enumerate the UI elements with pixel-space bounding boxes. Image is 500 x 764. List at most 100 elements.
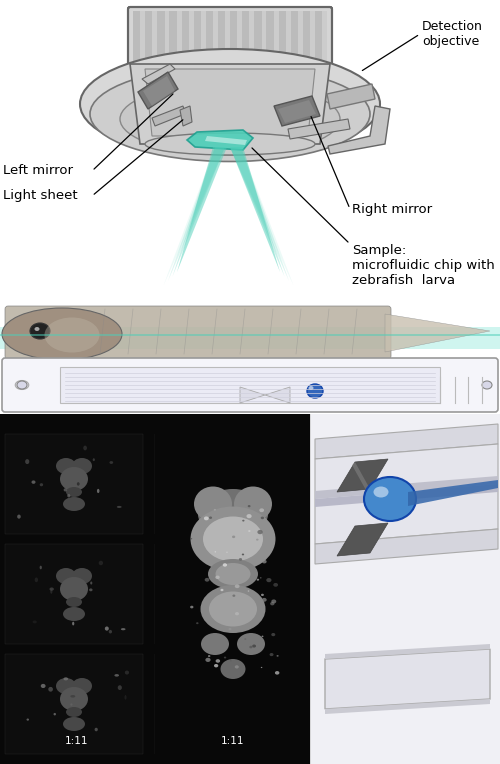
Ellipse shape — [50, 588, 54, 591]
Ellipse shape — [108, 630, 112, 633]
Ellipse shape — [213, 497, 235, 511]
Ellipse shape — [237, 633, 265, 655]
Bar — [155, 544, 293, 644]
Text: 1:11: 1:11 — [65, 736, 89, 746]
Ellipse shape — [196, 622, 198, 624]
Ellipse shape — [242, 554, 244, 555]
Ellipse shape — [172, 623, 174, 626]
Ellipse shape — [208, 655, 210, 657]
Ellipse shape — [41, 684, 46, 688]
Polygon shape — [143, 76, 175, 106]
Polygon shape — [325, 699, 490, 714]
Ellipse shape — [64, 677, 68, 681]
Ellipse shape — [200, 698, 202, 701]
Ellipse shape — [214, 473, 218, 477]
Ellipse shape — [94, 728, 98, 731]
Bar — [5, 654, 143, 754]
Ellipse shape — [206, 678, 226, 694]
Ellipse shape — [92, 458, 95, 461]
Ellipse shape — [220, 659, 246, 679]
Ellipse shape — [72, 678, 92, 694]
Ellipse shape — [270, 653, 274, 656]
Ellipse shape — [272, 633, 276, 636]
Ellipse shape — [256, 481, 259, 484]
Ellipse shape — [243, 603, 247, 605]
Polygon shape — [352, 462, 370, 492]
Polygon shape — [230, 147, 289, 281]
Polygon shape — [130, 64, 330, 144]
Polygon shape — [180, 106, 192, 126]
Ellipse shape — [84, 445, 87, 450]
Polygon shape — [288, 119, 350, 139]
Bar — [266, 11, 274, 62]
Polygon shape — [315, 476, 498, 499]
Ellipse shape — [210, 467, 238, 491]
Ellipse shape — [60, 577, 88, 601]
Bar — [286, 11, 290, 62]
Ellipse shape — [307, 384, 323, 398]
Bar — [274, 11, 278, 62]
Bar — [262, 11, 266, 62]
Bar — [5, 434, 143, 534]
Ellipse shape — [201, 513, 203, 516]
Polygon shape — [164, 147, 225, 286]
Text: Left mirror: Left mirror — [3, 164, 73, 177]
Ellipse shape — [72, 458, 92, 474]
Ellipse shape — [206, 458, 226, 474]
Ellipse shape — [210, 577, 238, 601]
Ellipse shape — [224, 656, 226, 659]
Bar — [155, 654, 293, 754]
Ellipse shape — [374, 487, 388, 497]
Bar — [182, 11, 189, 62]
Polygon shape — [230, 147, 280, 272]
Ellipse shape — [242, 445, 246, 450]
Polygon shape — [337, 459, 388, 492]
Ellipse shape — [239, 558, 242, 561]
Polygon shape — [327, 84, 375, 109]
Ellipse shape — [262, 560, 266, 563]
Ellipse shape — [235, 665, 239, 668]
Ellipse shape — [15, 380, 29, 390]
Bar — [194, 11, 201, 62]
Bar — [303, 11, 310, 62]
Ellipse shape — [266, 578, 272, 582]
Ellipse shape — [105, 626, 109, 630]
Ellipse shape — [235, 612, 239, 615]
Ellipse shape — [89, 588, 92, 591]
Ellipse shape — [260, 508, 264, 512]
Ellipse shape — [60, 467, 88, 491]
Ellipse shape — [237, 683, 240, 688]
Ellipse shape — [261, 667, 262, 668]
Ellipse shape — [242, 580, 245, 584]
Bar — [230, 11, 237, 62]
Bar — [0, 414, 310, 764]
Ellipse shape — [216, 575, 220, 579]
Ellipse shape — [25, 459, 29, 464]
Ellipse shape — [228, 628, 232, 630]
Polygon shape — [325, 644, 490, 659]
Ellipse shape — [66, 597, 82, 607]
Ellipse shape — [203, 516, 263, 562]
Ellipse shape — [44, 318, 100, 352]
Ellipse shape — [270, 602, 274, 605]
Ellipse shape — [222, 581, 225, 585]
Polygon shape — [240, 387, 265, 403]
Ellipse shape — [260, 577, 262, 578]
Ellipse shape — [63, 717, 85, 731]
Ellipse shape — [30, 323, 50, 339]
Ellipse shape — [260, 516, 264, 520]
Ellipse shape — [213, 717, 235, 731]
Ellipse shape — [231, 620, 235, 623]
Ellipse shape — [190, 507, 276, 571]
Ellipse shape — [80, 49, 380, 159]
Ellipse shape — [226, 511, 230, 514]
Ellipse shape — [54, 713, 56, 715]
Bar — [298, 11, 303, 62]
Ellipse shape — [256, 539, 258, 541]
Text: Detection
objective: Detection objective — [422, 20, 483, 48]
Ellipse shape — [211, 515, 214, 518]
Ellipse shape — [205, 663, 209, 666]
Bar — [189, 11, 194, 62]
Polygon shape — [337, 523, 388, 556]
Ellipse shape — [64, 488, 67, 491]
